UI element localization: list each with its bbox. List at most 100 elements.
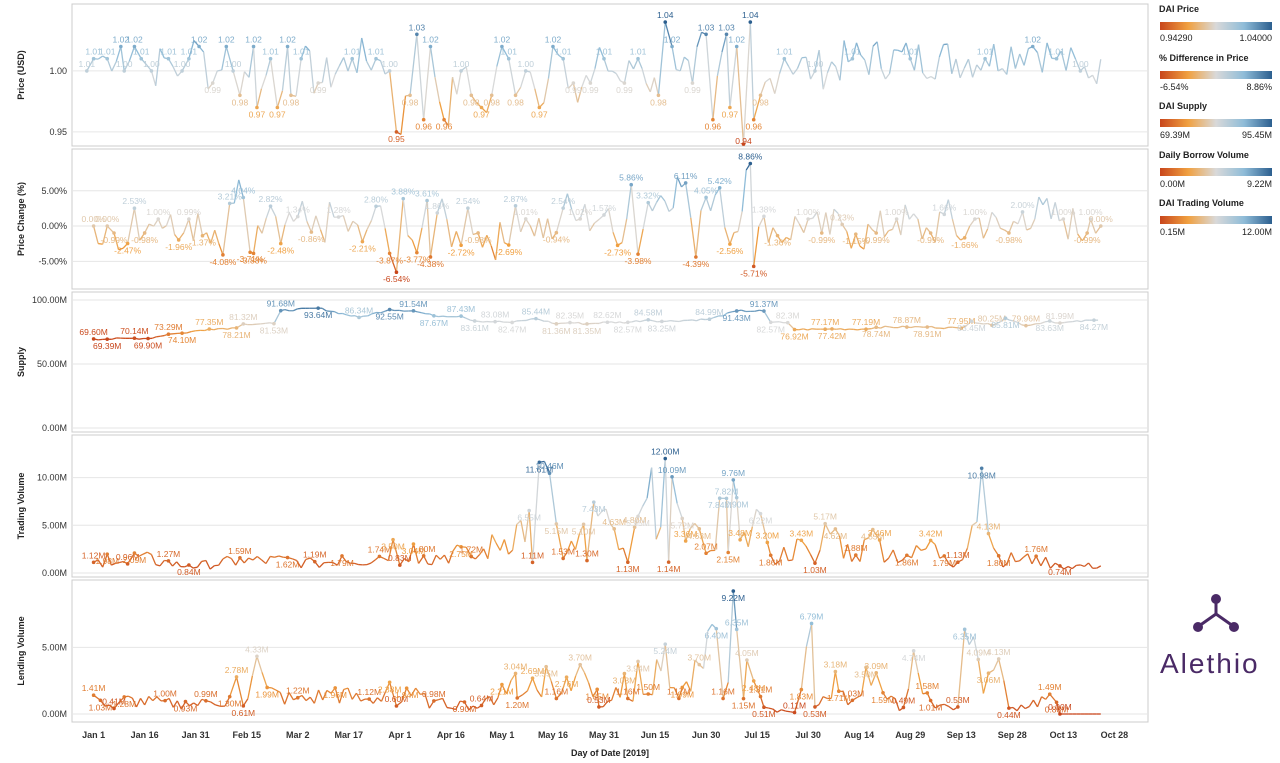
data-point[interactable] (146, 336, 150, 341)
data-point[interactable] (227, 201, 232, 206)
data-point[interactable] (336, 215, 341, 219)
data-point[interactable] (299, 56, 303, 61)
data-point[interactable] (472, 319, 477, 323)
data-point[interactable] (285, 555, 290, 560)
data-point[interactable] (428, 255, 433, 259)
data-point[interactable] (523, 69, 528, 73)
data-point[interactable] (813, 705, 817, 709)
data-point[interactable] (119, 44, 123, 49)
data-point[interactable] (833, 669, 838, 674)
data-point[interactable] (578, 217, 582, 221)
data-point[interactable] (227, 694, 232, 699)
data-point[interactable] (775, 233, 780, 238)
data-point[interactable] (881, 691, 885, 695)
data-point[interactable] (871, 527, 875, 532)
data-point[interactable] (268, 56, 273, 61)
data-point[interactable] (340, 554, 344, 558)
data-point[interactable] (768, 553, 773, 558)
data-point[interactable] (626, 560, 630, 565)
data-point[interactable] (241, 322, 246, 326)
data-point[interactable] (459, 69, 463, 73)
data-point[interactable] (741, 142, 746, 146)
data-point[interactable] (435, 211, 440, 215)
data-point[interactable] (697, 527, 702, 531)
data-point[interactable] (734, 495, 739, 500)
data-point[interactable] (813, 561, 817, 565)
data-point[interactable] (636, 56, 640, 61)
data-point[interactable] (489, 93, 494, 98)
data-point[interactable] (394, 270, 399, 275)
data-point[interactable] (758, 93, 763, 98)
data-point[interactable] (476, 231, 480, 235)
data-point[interactable] (942, 554, 947, 558)
data-point[interactable] (663, 20, 668, 24)
data-point[interactable] (139, 56, 144, 61)
data-point[interactable] (741, 696, 746, 701)
data-point[interactable] (391, 537, 395, 542)
data-point[interactable] (105, 56, 110, 61)
data-point[interactable] (840, 222, 844, 227)
data-point[interactable] (316, 81, 320, 85)
data-point[interactable] (751, 679, 756, 683)
data-point[interactable] (166, 559, 171, 563)
data-point[interactable] (768, 320, 773, 325)
data-point[interactable] (704, 32, 708, 37)
data-point[interactable] (479, 703, 484, 708)
data-point[interactable] (615, 243, 620, 248)
data-point[interactable] (925, 325, 930, 329)
data-point[interactable] (1054, 56, 1059, 61)
data-point[interactable] (721, 696, 725, 701)
data-point[interactable] (762, 309, 766, 313)
data-point[interactable] (221, 253, 225, 257)
data-point[interactable] (333, 686, 337, 690)
data-point[interactable] (166, 56, 171, 61)
data-point[interactable] (415, 250, 419, 255)
data-point[interactable] (799, 538, 804, 543)
data-point[interactable] (105, 224, 110, 228)
data-point[interactable] (853, 553, 858, 557)
data-point[interactable] (425, 198, 429, 203)
data-point[interactable] (459, 544, 463, 549)
data-point[interactable] (551, 44, 555, 49)
data-point[interactable] (751, 264, 756, 269)
data-point[interactable] (962, 235, 967, 240)
data-point[interactable] (316, 306, 320, 310)
data-point[interactable] (91, 337, 96, 341)
data-point[interactable] (782, 56, 787, 61)
data-point[interactable] (813, 69, 817, 73)
data-point[interactable] (112, 231, 116, 235)
data-point[interactable] (571, 81, 576, 85)
data-point[interactable] (591, 500, 596, 504)
data-point[interactable] (421, 117, 426, 122)
data-point[interactable] (962, 627, 967, 632)
data-point[interactable] (690, 81, 695, 85)
data-point[interactable] (394, 130, 399, 134)
data-point[interactable] (677, 696, 681, 701)
data-point[interactable] (990, 323, 994, 328)
data-point[interactable] (387, 307, 392, 312)
data-point[interactable] (278, 308, 283, 313)
data-point[interactable] (894, 217, 899, 221)
data-point[interactable] (387, 680, 392, 685)
data-point[interactable] (207, 327, 212, 331)
data-point[interactable] (149, 69, 154, 73)
data-point[interactable] (278, 241, 283, 246)
data-point[interactable] (537, 105, 542, 110)
data-point[interactable] (534, 316, 538, 321)
data-point[interactable] (864, 327, 868, 331)
data-point[interactable] (728, 242, 732, 246)
data-point[interactable] (636, 252, 640, 256)
data-point[interactable] (166, 332, 171, 336)
data-point[interactable] (724, 32, 729, 37)
data-point[interactable] (251, 251, 256, 256)
data-point[interactable] (905, 325, 909, 329)
data-point[interactable] (459, 243, 463, 248)
data-point[interactable] (238, 93, 242, 98)
data-point[interactable] (180, 69, 184, 73)
data-point[interactable] (748, 20, 753, 24)
data-point[interactable] (976, 657, 981, 662)
data-point[interactable] (105, 552, 110, 556)
data-point[interactable] (513, 93, 518, 98)
data-point[interactable] (234, 326, 239, 330)
data-point[interactable] (187, 217, 191, 221)
